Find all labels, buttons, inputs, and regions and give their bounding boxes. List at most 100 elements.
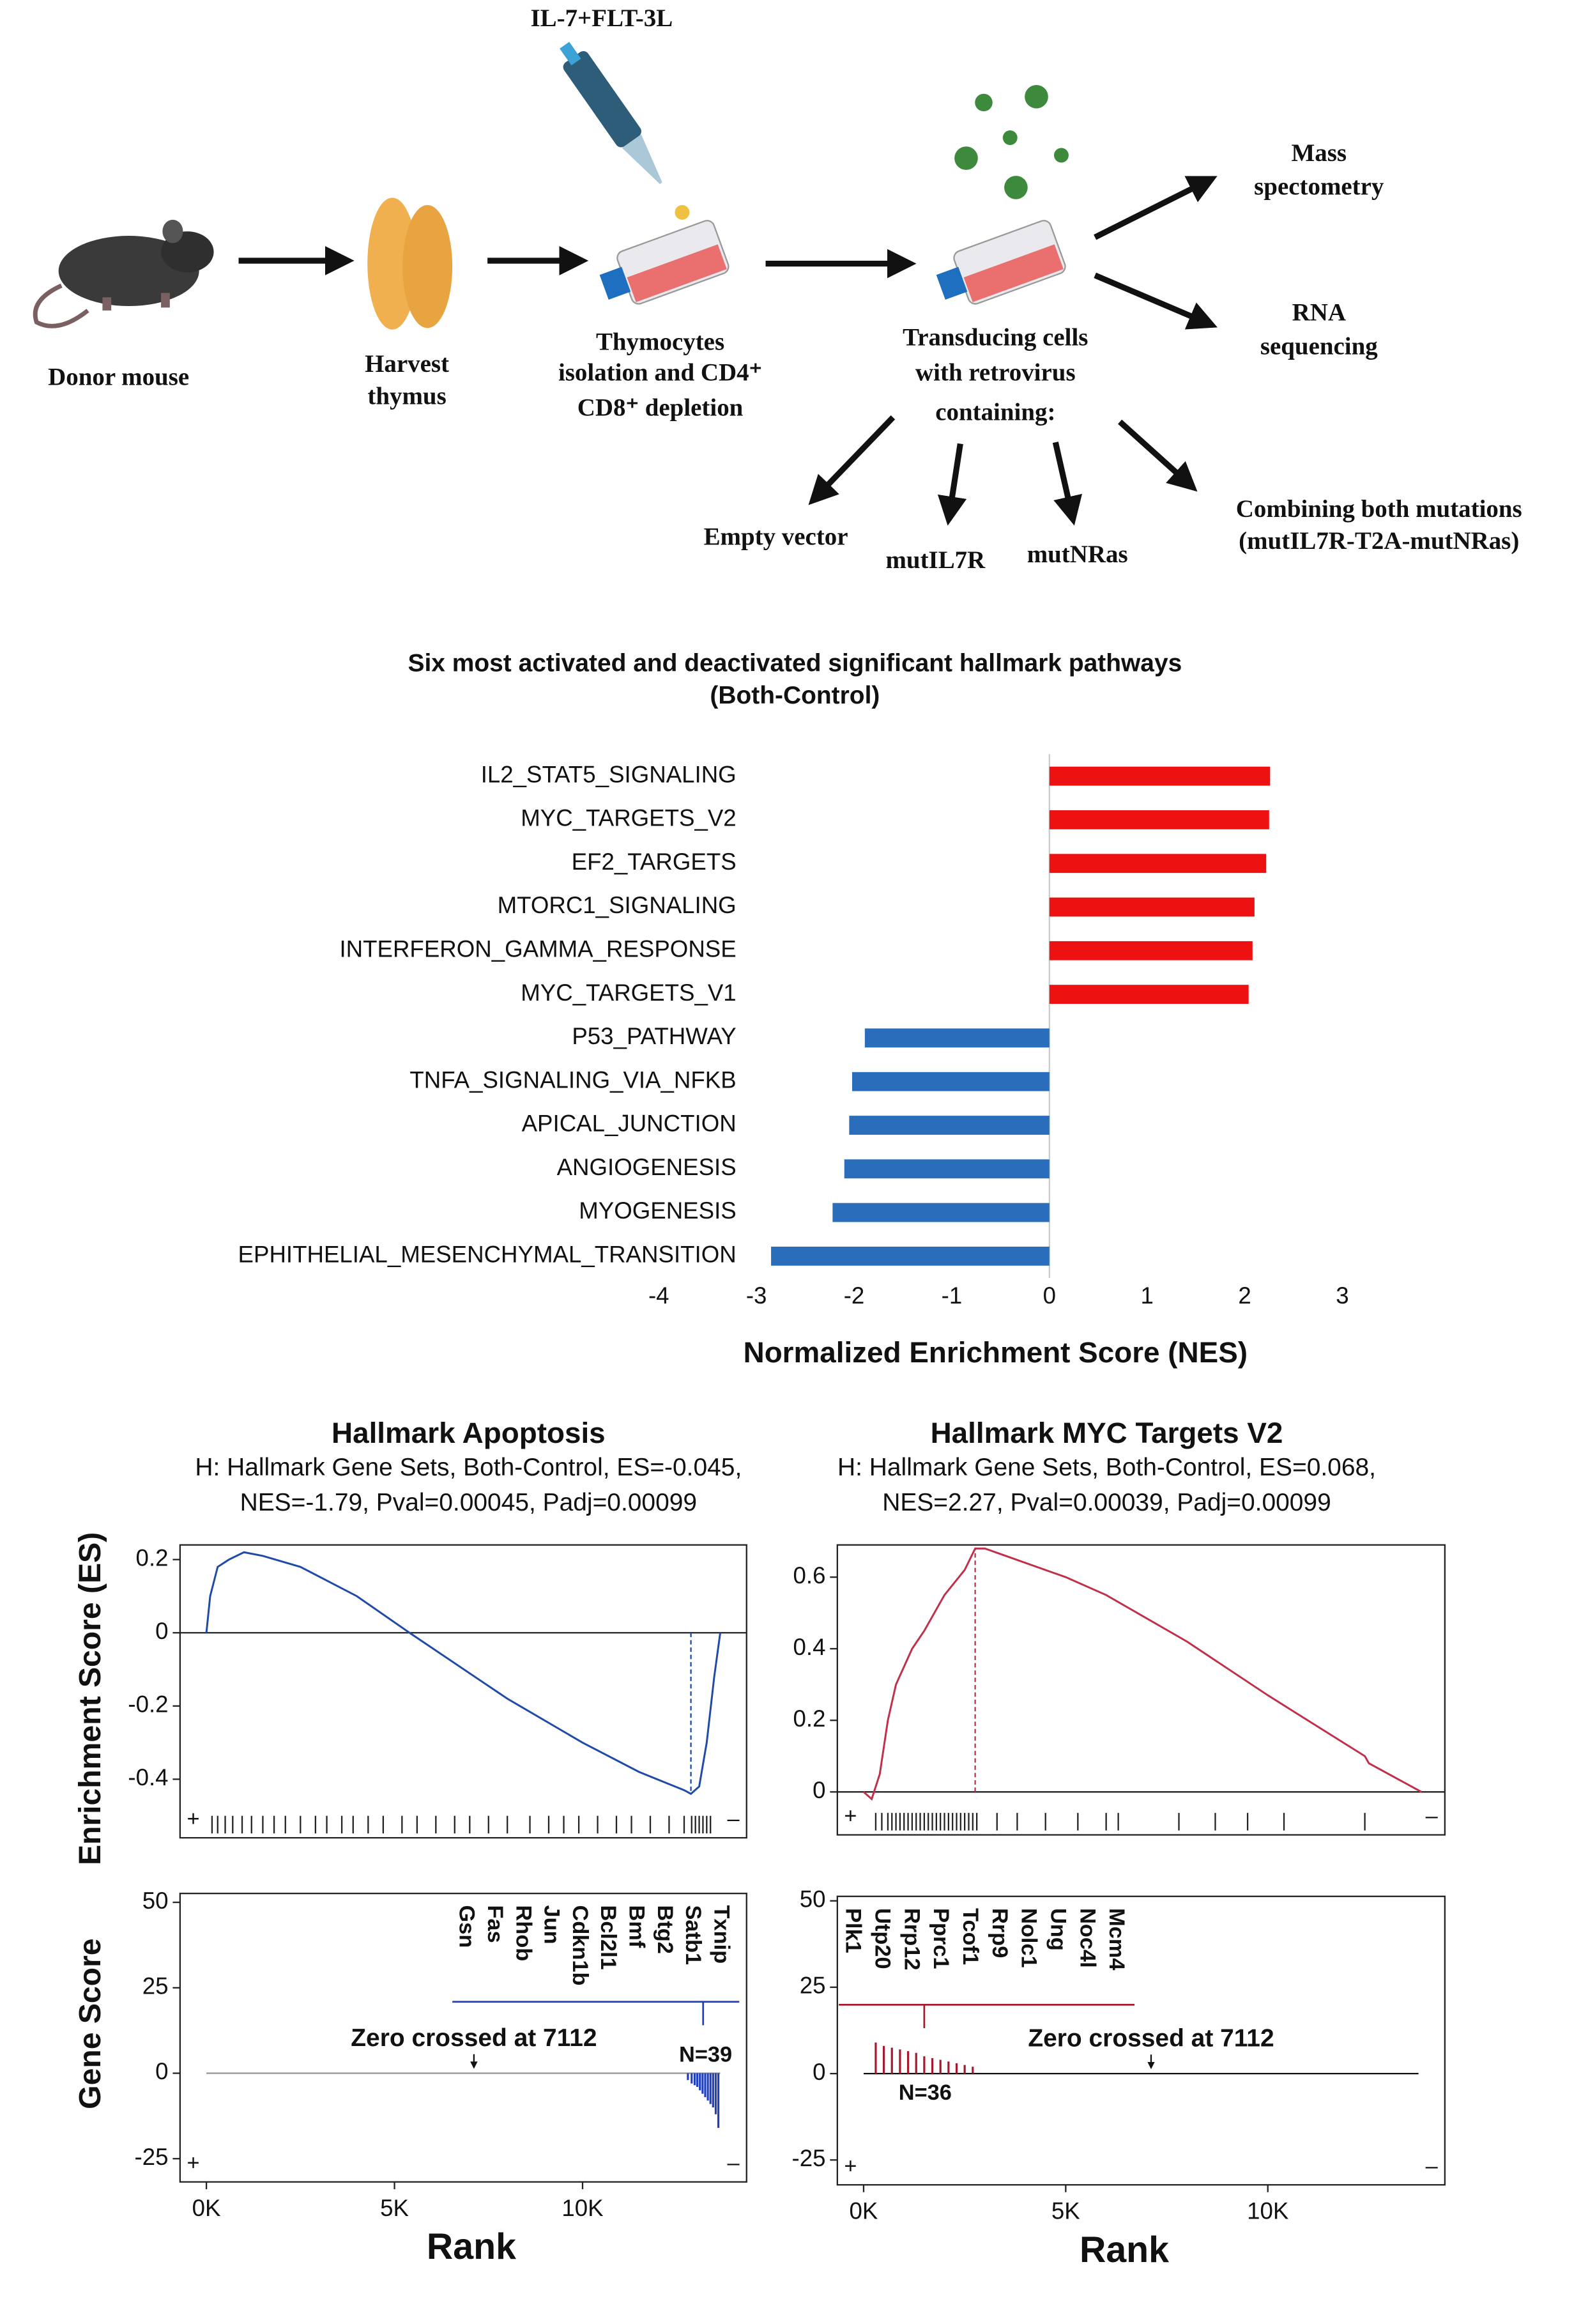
gene-label: Txnip xyxy=(709,1905,733,1964)
thymus-icon xyxy=(367,197,453,330)
y-tick-label: 50 xyxy=(142,1888,169,1914)
step-label: Thymocytes xyxy=(596,328,724,356)
corner-label: + xyxy=(187,2151,199,2175)
corner-label: – xyxy=(728,2151,740,2175)
x-tick-label: 2 xyxy=(1238,1282,1251,1309)
category-label: MYC_TARGETS_V1 xyxy=(521,980,736,1006)
gene-label: Mcm4 xyxy=(1104,1908,1129,1970)
step-label: thymus xyxy=(367,382,446,410)
step-label: isolation and CD4⁺ xyxy=(558,359,762,387)
corner-label: – xyxy=(728,1807,740,1831)
gene-label: Jun xyxy=(540,1905,564,1944)
y-tick-label: 0.6 xyxy=(793,1562,826,1589)
x-tick-label: -4 xyxy=(648,1282,669,1309)
gene-label: Cdkn1b xyxy=(568,1905,592,1986)
mouse-icon xyxy=(33,219,214,328)
y-tick-label: -25 xyxy=(135,2144,169,2170)
category-label: MTORC1_SIGNALING xyxy=(498,892,737,918)
x-tick-label: 1 xyxy=(1140,1282,1153,1309)
bar xyxy=(1049,854,1267,873)
category-label: P53_PATHWAY xyxy=(572,1023,736,1049)
bar xyxy=(1049,897,1255,917)
step-label: containing: xyxy=(935,399,1055,426)
bar xyxy=(852,1072,1050,1091)
corner-label: + xyxy=(844,1804,857,1828)
bar xyxy=(849,1116,1050,1135)
category-label: EF2_TARGETS xyxy=(572,849,737,875)
x-axis-label: Rank xyxy=(1080,2229,1169,2270)
chart-title: Hallmark Apoptosis xyxy=(332,1417,606,1449)
x-tick-label: 0K xyxy=(850,2197,878,2224)
output-label: Mass xyxy=(1292,139,1347,167)
count-label: N=39 xyxy=(679,2043,732,2067)
step-label: with retrovirus xyxy=(915,359,1076,387)
gene-label: Btg2 xyxy=(653,1905,677,1954)
bar xyxy=(832,1203,1050,1222)
construct-label: (mutIL7R-T2A-mutNRas) xyxy=(1239,527,1519,555)
construct-label: mutIL7R xyxy=(885,546,986,574)
gene-label: Rrp9 xyxy=(988,1908,1012,1958)
category-label: ANGIOGENESIS xyxy=(557,1154,737,1180)
y-tick-label: -25 xyxy=(792,2145,826,2171)
x-tick-label: -3 xyxy=(746,1282,767,1309)
gene-label: Nolc1 xyxy=(1017,1908,1041,1968)
x-tick-label: 0K xyxy=(192,2195,221,2221)
plot-frame xyxy=(836,1895,1446,2186)
construct-label: Combining both mutations xyxy=(1236,495,1522,523)
flask-icon xyxy=(936,220,1066,305)
y-tick-label: 0.4 xyxy=(793,1634,826,1660)
gene-label: Bcl2l1 xyxy=(596,1905,620,1970)
x-tick-label: -1 xyxy=(942,1282,963,1309)
corner-label: + xyxy=(844,2154,857,2178)
y-tick-label: 0 xyxy=(813,1777,825,1803)
plot-frame xyxy=(179,1893,747,2183)
category-label: TNFA_SIGNALING_VIA_NFKB xyxy=(409,1066,736,1093)
plot-frame xyxy=(836,1544,1446,1836)
y-tick-label: 0 xyxy=(813,2059,825,2085)
count-label: N=36 xyxy=(899,2081,952,2105)
y-tick-label: 0 xyxy=(155,2058,168,2084)
gene-label: Rhob xyxy=(511,1905,535,1962)
x-tick-label: 3 xyxy=(1336,1282,1348,1309)
bar xyxy=(864,1028,1050,1048)
category-label: MYC_TARGETS_V2 xyxy=(521,805,736,831)
drop-icon xyxy=(675,204,690,220)
x-tick-label: 10K xyxy=(561,2195,604,2221)
x-tick-label: -2 xyxy=(844,1282,865,1309)
category-label: MYOGENESIS xyxy=(579,1197,736,1224)
plot-frame xyxy=(179,1544,747,1839)
gene-label: Gsn xyxy=(455,1905,479,1948)
es-curve xyxy=(205,1551,721,1796)
step-label: Harvest xyxy=(365,350,449,378)
category-label: EPHITHELIAL_MESENCHYMAL_TRANSITION xyxy=(238,1242,737,1268)
step-label: Transducing cells xyxy=(903,324,1088,351)
y-tick-label: 50 xyxy=(800,1886,826,1912)
output-label: sequencing xyxy=(1260,332,1378,360)
category-label: APICAL_JUNCTION xyxy=(522,1111,737,1137)
bar xyxy=(1049,810,1269,829)
category-label: INTERFERON_GAMMA_RESPONSE xyxy=(339,936,736,962)
virus-icons xyxy=(954,84,1069,199)
gene-label: Plk1 xyxy=(841,1908,866,1953)
y-tick-label: -0.4 xyxy=(128,1764,168,1790)
es-curve xyxy=(862,1547,1422,1801)
chart-subtitle: H: Hallmark Gene Sets, Both-Control, ES=… xyxy=(837,1454,1376,1481)
annotation: Zero crossed at 7112 xyxy=(351,2024,597,2052)
bar xyxy=(844,1159,1050,1179)
gene-label: Fas xyxy=(483,1905,507,1943)
y-tick-label: 0 xyxy=(155,1618,168,1644)
x-tick-label: 5K xyxy=(1051,2197,1080,2224)
arrows xyxy=(238,176,1218,526)
chart-subtitle: NES=-1.79, Pval=0.00045, Padj=0.00099 xyxy=(240,1489,697,1516)
gene-label: Satb1 xyxy=(681,1905,705,1966)
chart-subtitle: H: Hallmark Gene Sets, Both-Control, ES=… xyxy=(195,1454,742,1481)
construct-label: mutNRas xyxy=(1027,541,1128,568)
y-axis-label: Enrichment Score (ES) xyxy=(73,1532,107,1865)
x-tick-label: 10K xyxy=(1247,2197,1289,2224)
chart-subtitle: (Both-Control) xyxy=(710,682,880,709)
gene-label: Noc4l xyxy=(1075,1908,1099,1968)
output-label: spectometry xyxy=(1254,173,1384,201)
y-tick-label: 0.2 xyxy=(793,1705,826,1732)
corner-label: – xyxy=(1426,2154,1439,2178)
